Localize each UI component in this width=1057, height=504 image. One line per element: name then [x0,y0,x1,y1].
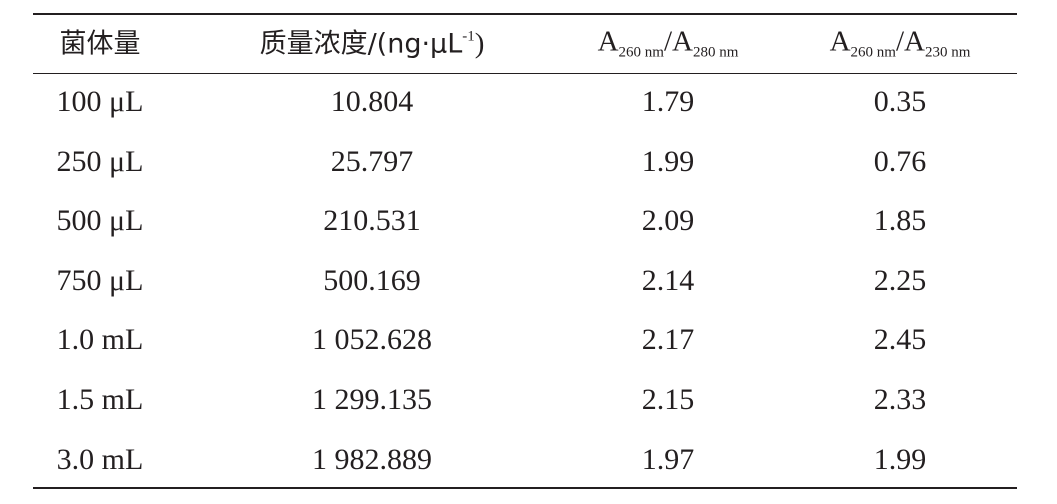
table-cell: 210.531 [323,204,421,238]
table-cell: 2.14 [641,263,695,297]
top-rule [33,13,1017,15]
table-cell: 750 μL [56,263,144,297]
table-cell: 2.45 [873,323,927,357]
table-cell: 500.169 [323,263,421,297]
table-cell: 1.97 [641,442,695,476]
table-cell: 1 299.135 [312,383,432,416]
table-cell: 2.09 [641,204,695,238]
header-text: 菌体量 [59,28,141,60]
table-cell: 0.35 [873,85,927,118]
header-text: /A [895,25,925,58]
header-text: ) [474,27,485,60]
header-text: /A [663,25,693,58]
header-sub: 260 nm [850,44,896,61]
header-text: A [829,25,851,58]
header-sub: 230 nm [924,44,971,61]
table-cell: 1.99 [641,144,695,178]
table-cell: 2.33 [873,383,927,416]
table-cell: 2.15 [641,383,695,416]
table-cell: 1.0 mL [56,323,144,357]
header-cell: A260 nm/A230 nm [829,25,971,61]
table-cell: 3.0 mL [56,442,144,476]
table-cell: 1 052.628 [312,323,432,357]
header-cell: A260 nm/A280 nm [597,25,739,61]
table-cell: 0.76 [873,144,927,178]
header-cell: 菌体量 [60,30,141,59]
table-cell: 1.85 [873,204,927,238]
table-cell: 2.25 [873,263,927,297]
table-cell: 1.79 [641,85,695,118]
table-cell: 100 μL [56,85,144,118]
table-cell: 1 982.889 [312,442,432,476]
table-cell: 2.17 [641,323,695,357]
table-cell: 25.797 [330,144,414,178]
table-cell: 500 μL [56,204,144,238]
header-sub: 280 nm [692,44,739,61]
header-sub: 260 nm [618,44,664,61]
header-sup: -1 [462,28,475,45]
table-cell: 10.804 [330,85,414,118]
table-cell: 250 μL [56,144,144,178]
header-text: 质量浓度/(ng·μL [259,28,463,60]
table-cell: 1.99 [873,442,927,476]
bottom-rule [33,487,1017,489]
table-cell: 1.5 mL [56,383,144,416]
header-cell: 质量浓度/(ng·μL-1) [259,27,485,60]
header-rule [33,73,1017,74]
header-text: A [597,25,619,58]
